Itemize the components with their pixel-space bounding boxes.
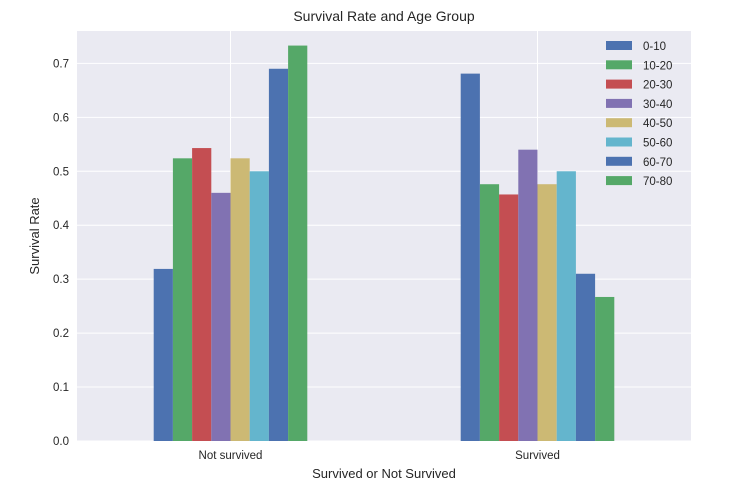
y-tick-label: 0.7 <box>53 58 69 70</box>
bar-20-30-survived <box>499 194 519 441</box>
bar-60-70-survived <box>575 273 596 441</box>
legend-label: 30-40 <box>643 99 672 111</box>
legend-swatch <box>606 156 632 166</box>
legend: 0-10 10-20 20-30 30-40 40-50 50-60 60-70 70-80 <box>606 41 672 188</box>
bar-50-60-survived <box>556 171 576 441</box>
y-tick-label: 0.2 <box>53 328 69 340</box>
bars <box>153 45 615 442</box>
y-axis-ticks: 0.0 0.1 0.2 0.3 0.4 0.5 0.6 0.7 <box>53 58 70 448</box>
bar-10-20-not-survived <box>172 158 193 441</box>
legend-label: 60-70 <box>643 157 672 169</box>
bar-70-80-not-survived <box>288 45 308 441</box>
legend-label: 50-60 <box>643 138 672 150</box>
bar-0-10-survived <box>460 73 480 442</box>
y-tick-label: 0.0 <box>53 436 69 448</box>
legend-swatch <box>606 98 632 108</box>
bar-40-50-survived <box>537 184 557 442</box>
legend-label: 20-30 <box>643 80 672 92</box>
legend-swatch <box>606 137 632 147</box>
legend-label: 70-80 <box>643 176 672 188</box>
x-tick-label: Survived <box>515 450 560 462</box>
x-axis-label: Survived or Not Survived <box>312 466 456 481</box>
bar-30-40-not-survived <box>211 192 231 441</box>
legend-label: 40-50 <box>643 118 672 130</box>
legend-label: 10-20 <box>643 60 672 72</box>
x-axis-ticks: Not survived Survived <box>199 450 560 462</box>
legend-swatch <box>606 118 632 128</box>
bar-20-30-not-survived <box>192 148 212 441</box>
bar-0-10-not-survived <box>153 268 173 441</box>
y-tick-label: 0.6 <box>53 112 69 124</box>
bar-70-80-survived <box>595 296 615 441</box>
y-tick-label: 0.4 <box>53 220 70 232</box>
bar-60-70-not-survived <box>268 68 289 442</box>
y-axis-label: Survival Rate <box>27 197 42 274</box>
legend-swatch <box>606 176 632 186</box>
x-tick-label: Not survived <box>199 450 263 462</box>
legend-swatch <box>606 79 632 89</box>
legend-label: 0-10 <box>643 41 666 53</box>
legend-swatch <box>606 41 632 50</box>
legend-swatch <box>606 60 632 70</box>
chart-title: Survival Rate and Age Group <box>293 8 475 24</box>
bar-30-40-survived <box>518 149 538 441</box>
y-tick-label: 0.1 <box>53 382 69 394</box>
bar-10-20-survived <box>479 184 500 442</box>
y-tick-label: 0.3 <box>53 274 69 286</box>
bar-50-60-not-survived <box>249 171 269 441</box>
bar-40-50-not-survived <box>230 158 250 441</box>
y-tick-label: 0.5 <box>53 166 69 178</box>
